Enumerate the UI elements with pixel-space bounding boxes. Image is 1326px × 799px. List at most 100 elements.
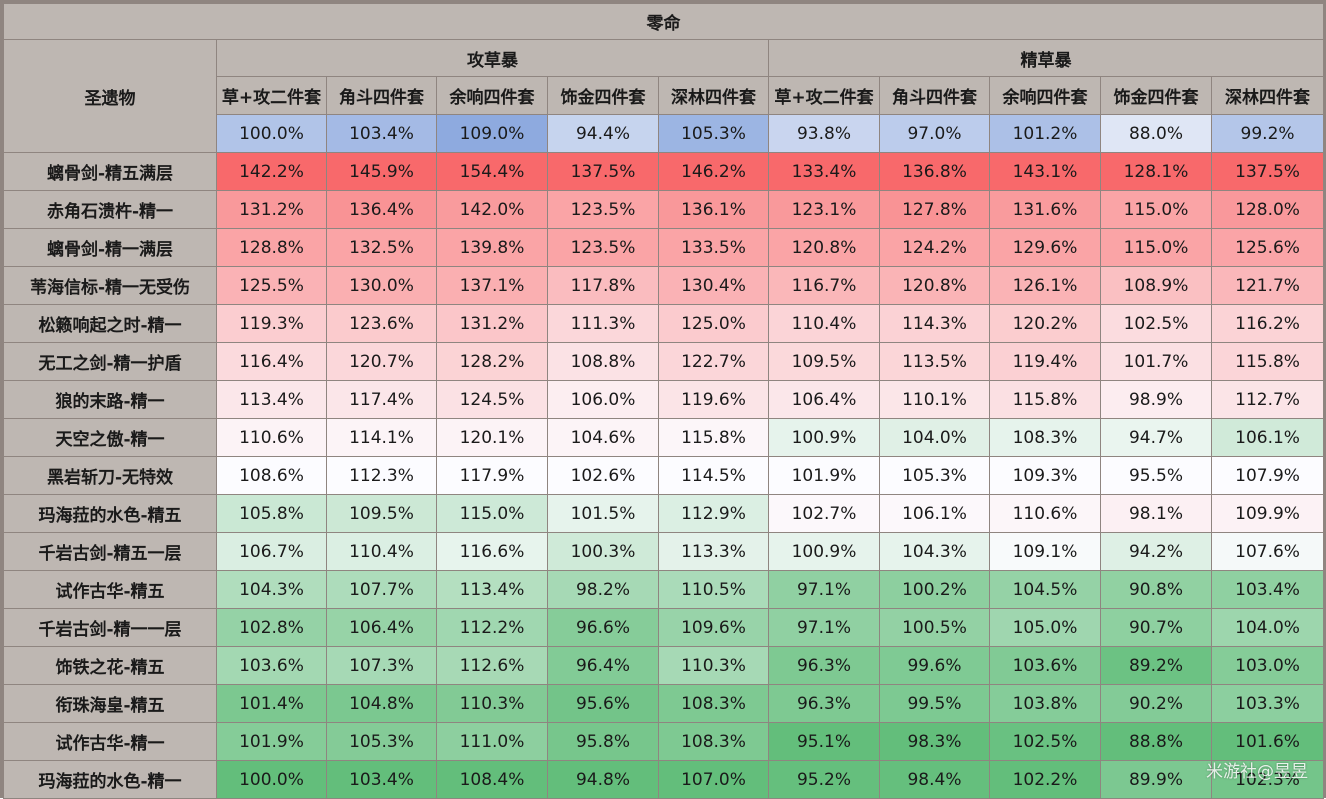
value-cell: 108.4%	[436, 760, 548, 799]
value-cell: 120.7%	[326, 342, 437, 381]
value-cell: 120.8%	[768, 228, 880, 267]
base-value-cell: 88.0%	[1100, 114, 1212, 153]
value-cell: 139.8%	[436, 228, 548, 267]
row-label: 试作古华-精五	[3, 570, 217, 609]
table-row: 螭骨剑-精一满层 128.8% 132.5% 139.8% 123.5% 133.5% 12…	[3, 228, 1325, 267]
value-cell: 100.9%	[768, 532, 880, 571]
value-cell: 146.2%	[658, 152, 769, 191]
column-header: 饰金四件套	[1100, 76, 1212, 115]
value-cell: 120.2%	[989, 304, 1101, 343]
table-row: 千岩古剑-精五一层 106.7% 110.4% 116.6% 100.3% 113.3% 1…	[3, 532, 1325, 571]
value-cell: 88.8%	[1100, 722, 1212, 761]
base-value-cell: 101.2%	[989, 114, 1101, 153]
table-row: 狼的末路-精一 113.4% 117.4% 124.5% 106.0% 119.6% 106…	[3, 380, 1325, 419]
value-cell: 103.4%	[326, 760, 437, 799]
base-value-cell: 93.8%	[768, 114, 880, 153]
value-cell: 94.8%	[547, 760, 659, 799]
value-cell: 126.1%	[989, 266, 1101, 305]
row-label: 千岩古剑-精一一层	[3, 608, 217, 647]
value-cell: 104.0%	[879, 418, 990, 457]
base-value-cell: 99.2%	[1210, 114, 1325, 153]
value-cell: 109.6%	[658, 608, 769, 647]
value-cell: 98.9%	[1100, 380, 1212, 419]
value-cell: 96.3%	[768, 646, 880, 685]
row-label: 螭骨剑-精五满层	[3, 152, 217, 191]
value-cell: 116.4%	[216, 342, 327, 381]
table-row: 松籁响起之时-精一 119.3% 123.6% 131.2% 111.3% 125.0% 1…	[3, 304, 1325, 343]
value-cell: 128.1%	[1100, 152, 1212, 191]
value-cell: 99.6%	[879, 646, 990, 685]
value-cell: 95.8%	[547, 722, 659, 761]
value-cell: 123.5%	[547, 190, 659, 229]
column-header: 饰金四件套	[547, 76, 659, 115]
value-cell: 113.3%	[658, 532, 769, 571]
group-header-atk: 攻草暴	[216, 39, 769, 77]
value-cell: 101.6%	[1210, 722, 1325, 761]
value-cell: 112.9%	[658, 494, 769, 533]
row-label: 衔珠海皇-精五	[3, 684, 217, 723]
value-cell: 109.9%	[1210, 494, 1325, 533]
value-cell: 107.7%	[326, 570, 437, 609]
value-cell: 101.9%	[768, 456, 880, 495]
value-cell: 112.7%	[1210, 380, 1325, 419]
value-cell: 103.4%	[1210, 570, 1325, 609]
value-cell: 110.5%	[658, 570, 769, 609]
value-cell: 110.6%	[216, 418, 327, 457]
row-label: 玛海菈的水色-精五	[3, 494, 217, 533]
value-cell: 110.6%	[989, 494, 1101, 533]
value-cell: 90.8%	[1100, 570, 1212, 609]
value-cell: 98.4%	[879, 760, 990, 799]
value-cell: 102.5%	[989, 722, 1101, 761]
base-value-cell: 109.0%	[436, 114, 548, 153]
value-cell: 119.4%	[989, 342, 1101, 381]
value-cell: 119.6%	[658, 380, 769, 419]
value-cell: 96.4%	[547, 646, 659, 685]
value-cell: 115.8%	[989, 380, 1101, 419]
value-cell: 106.4%	[326, 608, 437, 647]
value-cell: 133.5%	[658, 228, 769, 267]
value-cell: 123.5%	[547, 228, 659, 267]
value-cell: 102.6%	[547, 456, 659, 495]
watermark: 米游社@昱昱	[1206, 762, 1308, 782]
value-cell: 109.5%	[326, 494, 437, 533]
value-cell: 108.9%	[1100, 266, 1212, 305]
value-cell: 125.6%	[1210, 228, 1325, 267]
value-cell: 108.3%	[658, 722, 769, 761]
value-cell: 114.5%	[658, 456, 769, 495]
value-cell: 101.7%	[1100, 342, 1212, 381]
row-label: 赤角石溃杵-精一	[3, 190, 217, 229]
column-header: 余响四件套	[436, 76, 548, 115]
value-cell: 142.0%	[436, 190, 548, 229]
value-cell: 106.1%	[1210, 418, 1325, 457]
value-cell: 114.3%	[879, 304, 990, 343]
value-cell: 103.6%	[989, 646, 1101, 685]
value-cell: 104.6%	[547, 418, 659, 457]
table-row: 黑岩斩刀-无特效 108.6% 112.3% 117.9% 102.6% 114.5% 10…	[3, 456, 1325, 495]
table-row: 衔珠海皇-精五 101.4% 104.8% 110.3% 95.6% 108.3% 96.3…	[3, 684, 1325, 723]
value-cell: 103.0%	[1210, 646, 1325, 685]
base-value-cell: 103.4%	[326, 114, 437, 153]
value-cell: 95.5%	[1100, 456, 1212, 495]
row-label: 玛海菈的水色-精一	[3, 760, 217, 799]
value-cell: 100.9%	[768, 418, 880, 457]
value-cell: 115.0%	[1100, 228, 1212, 267]
value-cell: 130.4%	[658, 266, 769, 305]
value-cell: 107.3%	[326, 646, 437, 685]
table-title: 零命	[2, 3, 1325, 40]
value-cell: 112.2%	[436, 608, 548, 647]
row-label: 苇海信标-精一无受伤	[3, 266, 217, 305]
value-cell: 110.3%	[436, 684, 548, 723]
value-cell: 101.5%	[547, 494, 659, 533]
row-label: 试作古华-精一	[3, 722, 217, 761]
value-cell: 108.8%	[547, 342, 659, 381]
value-cell: 109.5%	[768, 342, 880, 381]
value-cell: 143.1%	[989, 152, 1101, 191]
value-cell: 99.5%	[879, 684, 990, 723]
value-cell: 105.3%	[326, 722, 437, 761]
base-value-cell: 97.0%	[879, 114, 990, 153]
value-cell: 102.5%	[1100, 304, 1212, 343]
value-cell: 105.0%	[989, 608, 1101, 647]
table-body: 零命 圣遗物 攻草暴 精草暴 草+攻二件套 角斗四件套 余响四件套 饰金四件套 深林四件…	[2, 3, 1325, 799]
value-cell: 120.8%	[879, 266, 990, 305]
